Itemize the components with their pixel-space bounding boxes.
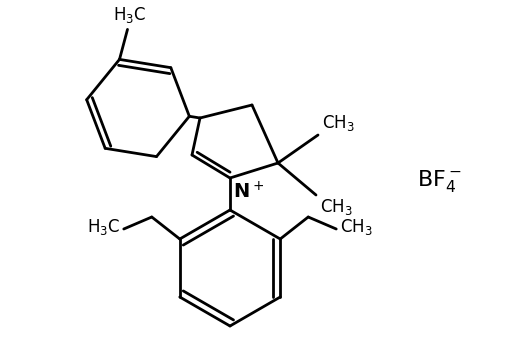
Text: N$^+$: N$^+$: [233, 181, 264, 202]
Text: $\mathregular{CH_3}$: $\mathregular{CH_3}$: [340, 217, 373, 237]
Text: $\mathregular{CH_3}$: $\mathregular{CH_3}$: [320, 197, 353, 217]
Text: $\mathregular{CH_3}$: $\mathregular{CH_3}$: [322, 113, 355, 133]
Text: $\mathregular{H_3C}$: $\mathregular{H_3C}$: [113, 5, 146, 25]
Text: $\mathregular{H_3C}$: $\mathregular{H_3C}$: [87, 217, 120, 237]
Text: BF$_4^-$: BF$_4^-$: [417, 168, 461, 195]
